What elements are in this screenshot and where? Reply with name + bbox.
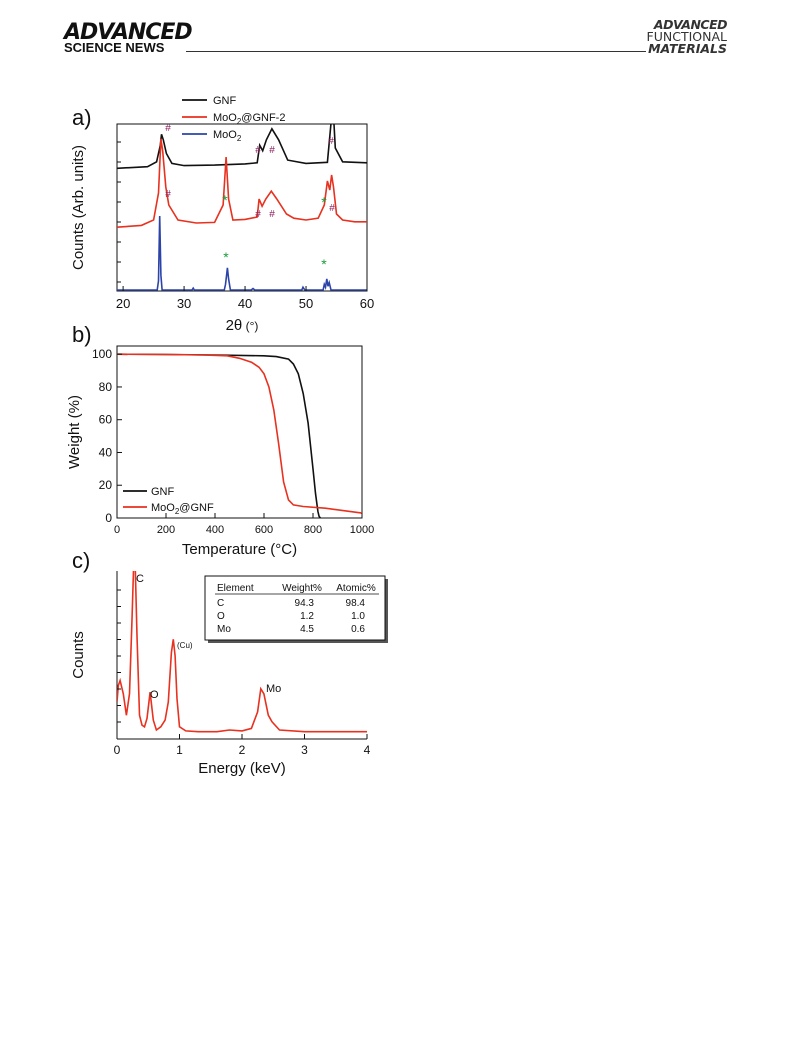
panel-b-xtick-label-1: 200 (157, 524, 175, 536)
page-header: ADVANCED SCIENCE NEWS ADVANCED FUNCTIONA… (0, 0, 793, 70)
panel-c-xtick-label-3: 3 (301, 743, 308, 757)
panel-c-label: c) (72, 548, 90, 573)
panel-b-xtick-label-3: 600 (255, 524, 273, 536)
panel-b-xtick-label-5: 1000 (350, 524, 374, 536)
xrd-series-0 (117, 124, 367, 170)
panel-a-legend-label-1: MoO2@GNF-2 (213, 112, 285, 126)
panel-a-xtick-label-3: 50 (299, 296, 313, 311)
journal-name-line3: MATERIALS (648, 40, 727, 56)
panel-c-peak-label-2: (Cu) (177, 641, 193, 650)
panel-a-legend-label-2: MoO2 (213, 129, 242, 143)
panel-a-label: a) (72, 105, 92, 130)
eds-table-cell-1-2: 1.0 (351, 611, 365, 622)
panel-a-annotation-7: # (269, 209, 275, 220)
panel-c-xtick-label-1: 1 (176, 743, 183, 757)
tga-series-0 (116, 353, 322, 519)
eds-table-header-2: Atomic% (336, 583, 376, 594)
eds-table-cell-2-0: Mo (217, 624, 231, 635)
panel-b-xtick-label-2: 400 (206, 524, 224, 536)
panel-b-xlabel: Temperature (°C) (182, 541, 297, 558)
panel-a-annotation-11: * (321, 256, 327, 272)
panel-c-xtick-label-4: 4 (364, 743, 371, 757)
eds-table-cell-1-0: O (217, 611, 225, 622)
panel-a-frame (116, 123, 368, 292)
panel-c-xtick-label-2: 2 (239, 743, 246, 757)
panel-a-xtick-label-0: 20 (116, 296, 130, 311)
panel-c-peak-label-3: Mo (266, 683, 281, 695)
panel-a-annotation-9: # (329, 203, 335, 214)
panel-c-xtick-label-0: 0 (114, 743, 121, 757)
panel-a-xlabel: 2θ (°) (226, 317, 259, 334)
xrd-series-1 (117, 138, 367, 228)
panel-a-xtick-label-1: 30 (177, 296, 191, 311)
eds-series-0 (117, 571, 367, 733)
eds-table-header-1: Weight% (282, 583, 322, 594)
eds-table-cell-2-2: 0.6 (351, 624, 365, 635)
panel-b-legend-label-0: GNF (151, 486, 175, 498)
panel-a-annotation-6: # (255, 209, 261, 220)
panel-b-legend-label-1: MoO2@GNF (151, 502, 214, 516)
eds-table-header-0: Element (217, 583, 254, 594)
panel-b-ytick-label-1: 20 (99, 478, 113, 492)
panel-b-frame (116, 345, 363, 519)
eds-table-cell-0-2: 98.4 (346, 598, 366, 609)
panel-b-ytick-label-5: 100 (92, 347, 112, 361)
panel-b-xtick-label-4: 800 (304, 524, 322, 536)
panel-a-annotation-1: # (255, 145, 261, 156)
panel-a-annotation-5: * (222, 192, 228, 208)
panel-b-xtick-label-0: 0 (114, 524, 120, 536)
eds-table-cell-1-1: 1.2 (300, 611, 314, 622)
panel-a-annotation-4: # (165, 189, 171, 200)
panel-a-annotation-2: # (269, 145, 275, 156)
panel-b-ylabel: Weight (%) (66, 395, 83, 469)
publisher-name-line2: SCIENCE NEWS (64, 40, 165, 55)
panel-a-xtick-label-4: 60 (360, 296, 374, 311)
publisher-logo-left: ADVANCED SCIENCE NEWS (64, 20, 193, 55)
panel-a-xtick-label-2: 40 (238, 296, 252, 311)
journal-name-line1: ADVANCED (653, 17, 728, 32)
panel-a-annotation-3: # (328, 136, 334, 147)
eds-table (204, 575, 386, 641)
panel-a-annotation-8: * (321, 194, 327, 210)
panel-b-label: b) (72, 322, 92, 347)
header-rule (186, 51, 646, 52)
panel-c-xlabel: Energy (keV) (198, 760, 286, 777)
journal-logo-right: ADVANCED FUNCTIONAL MATERIALS (646, 17, 728, 56)
panel-c-peak-label-1: O (150, 689, 159, 701)
xrd-series-2 (117, 215, 367, 291)
publisher-name-line1: ADVANCED (64, 20, 193, 45)
panel-c-ylabel: Counts (70, 631, 87, 679)
panel-a-legend-label-0: GNF (213, 95, 237, 107)
panel-b-ytick-label-3: 60 (99, 413, 113, 427)
eds-table-cell-0-1: 94.3 (295, 598, 315, 609)
panel-a-ylabel: Counts (Arb. units) (70, 145, 87, 270)
panel-b-ytick-label-4: 80 (99, 380, 113, 394)
panel-a-annotation-0: # (165, 123, 171, 134)
eds-table-cell-2-1: 4.5 (300, 624, 314, 635)
panel-c-peak-label-0: C (136, 573, 144, 585)
panel-a-annotation-10: * (223, 249, 229, 265)
panel-b-ytick-label-0: 0 (105, 511, 112, 525)
tga-series-1 (116, 353, 363, 514)
panel-b-ytick-label-2: 40 (99, 445, 113, 459)
eds-table-cell-0-0: C (217, 598, 224, 609)
journal-name-line2: FUNCTIONAL (646, 28, 727, 44)
